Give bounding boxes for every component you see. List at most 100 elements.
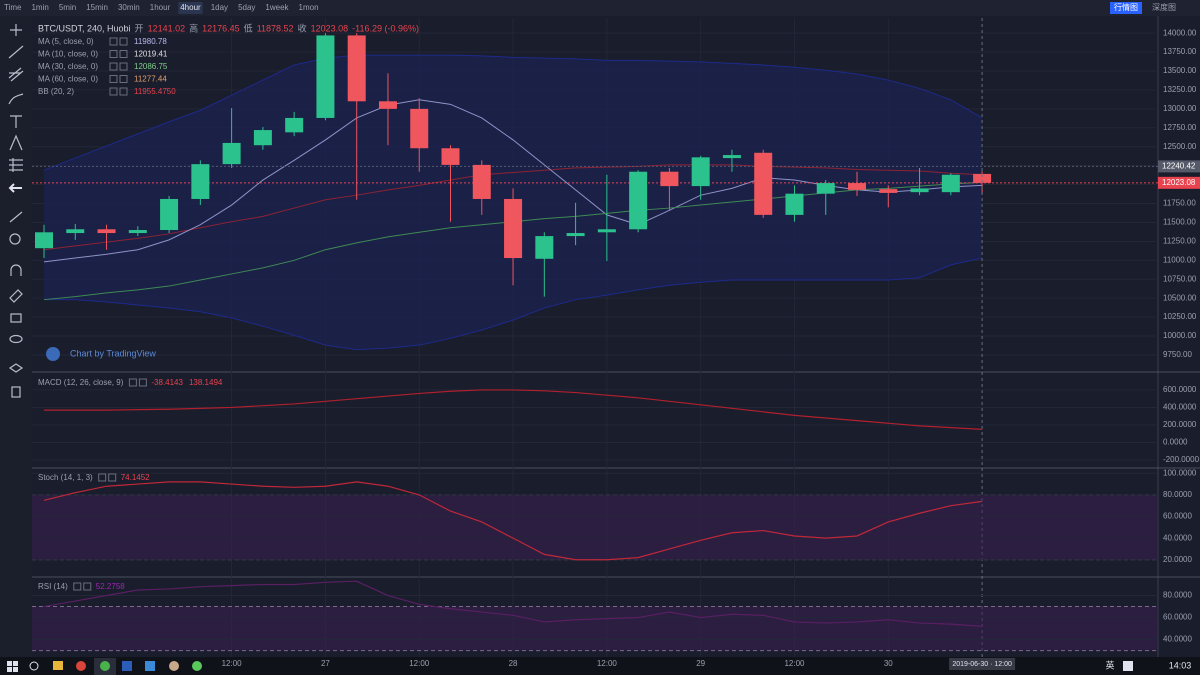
legend-label[interactable]: BB (20, 2) xyxy=(38,87,74,96)
timeframe-button[interactable]: 1hour xyxy=(150,3,171,12)
back-tool[interactable] xyxy=(8,183,22,193)
candle-body xyxy=(347,35,366,102)
pane-title[interactable]: MACD (12, 26, close, 9) xyxy=(38,378,124,387)
legend-button[interactable] xyxy=(109,50,118,58)
price-tick-label: 10250.00 xyxy=(1163,312,1197,321)
legend-label[interactable]: MA (5, close, 0) xyxy=(38,37,94,46)
line-tool[interactable] xyxy=(8,45,24,59)
brush-tool[interactable] xyxy=(8,93,24,105)
indicator-line xyxy=(44,389,983,430)
legend-value: 12086.75 xyxy=(134,62,168,71)
trash-tool[interactable] xyxy=(11,386,21,398)
price-tick-label: 11750.00 xyxy=(1163,199,1196,208)
timeframe-button[interactable]: 15min xyxy=(86,3,108,12)
magnet-tool[interactable] xyxy=(10,264,22,276)
explorer-icon[interactable] xyxy=(53,661,63,670)
word-icon[interactable] xyxy=(122,661,132,671)
timeframe-button[interactable]: 1week xyxy=(265,3,289,12)
legend-button[interactable] xyxy=(119,75,128,83)
timeframe-button[interactable]: 1mon xyxy=(299,3,319,12)
time-tick-label: 28 xyxy=(509,659,518,668)
text-tool[interactable] xyxy=(10,115,22,128)
candle-body xyxy=(441,148,460,165)
taskbar-icons[interactable] xyxy=(7,658,1133,675)
candle-body xyxy=(941,174,960,193)
candle-body xyxy=(597,229,616,233)
timeframe-button[interactable]: 30min xyxy=(118,3,140,12)
indicator-line xyxy=(44,257,983,351)
watermark-logo xyxy=(46,347,60,361)
pane-tick-label: 100.0000 xyxy=(1163,468,1197,477)
indicator-line xyxy=(43,54,983,171)
ruler-tool[interactable] xyxy=(9,211,23,223)
candle-body xyxy=(879,189,898,193)
legend-value: 12019.41 xyxy=(134,50,168,59)
zoom-tool[interactable] xyxy=(9,233,21,245)
legend-button[interactable] xyxy=(83,582,92,591)
ime-indicator[interactable]: 英 xyxy=(1105,659,1114,670)
candle-body xyxy=(504,198,523,259)
timeframe-button[interactable]: 5min xyxy=(59,3,76,12)
indicator-line xyxy=(43,580,983,627)
legend-label[interactable]: MA (30, close, 0) xyxy=(38,62,98,71)
timeframe-button[interactable]: 4hour xyxy=(180,3,201,12)
app-icon[interactable] xyxy=(1123,661,1133,671)
layers-tool[interactable] xyxy=(8,363,24,373)
pane-tick-label: 40.0000 xyxy=(1163,533,1192,542)
candle-body xyxy=(160,198,179,231)
legend-button[interactable] xyxy=(119,62,128,71)
legend-button[interactable] xyxy=(73,582,82,591)
view-tab[interactable]: 行情图 xyxy=(1114,2,1138,12)
legend-value: 11955.4750 xyxy=(134,87,176,96)
legend-button[interactable] xyxy=(128,378,137,387)
legend-button[interactable] xyxy=(119,37,128,46)
pane-tick-label: 400.0000 xyxy=(1163,403,1197,412)
legend-button[interactable] xyxy=(119,50,128,58)
pane-title[interactable]: RSI (14) xyxy=(38,582,68,591)
crosshair-tool[interactable] xyxy=(10,24,22,36)
pane-legend-value: 138.1494 xyxy=(189,378,223,387)
toolbar-label: Time xyxy=(4,3,22,12)
app-icon[interactable] xyxy=(100,661,110,671)
timeframe-button[interactable]: 1min xyxy=(31,3,48,12)
pattern-tool[interactable] xyxy=(9,134,23,151)
legend-button[interactable] xyxy=(109,62,118,71)
legend-button[interactable] xyxy=(108,473,117,482)
crosshair-label: 2019-06-30 · 12:00 xyxy=(952,661,1012,668)
legend-button[interactable] xyxy=(109,87,118,96)
app-icon[interactable] xyxy=(169,661,179,671)
legend-label[interactable]: MA (10, close, 0) xyxy=(38,50,98,59)
drawing-tools[interactable] xyxy=(8,24,24,398)
price-tag-label: 12023.08 xyxy=(1162,178,1196,187)
lock-tool[interactable] xyxy=(10,313,22,323)
time-tick-label: 12:00 xyxy=(597,659,618,668)
wechat-icon[interactable] xyxy=(192,661,202,671)
measure-tool[interactable] xyxy=(9,158,23,172)
active-timeframe xyxy=(178,2,203,14)
header-open: 12141.02 xyxy=(148,23,186,33)
candle-body xyxy=(222,142,241,165)
search-button[interactable] xyxy=(29,661,39,671)
legend-value: 11980.78 xyxy=(134,37,167,46)
legend-button[interactable] xyxy=(119,87,128,96)
pane-title[interactable]: Stoch (14, 1, 3) xyxy=(38,473,93,482)
chrome-icon[interactable] xyxy=(76,661,86,671)
timeframe-button[interactable]: 1day xyxy=(211,3,228,12)
app-icon[interactable] xyxy=(145,661,155,671)
candle-body xyxy=(566,233,585,237)
legend-button[interactable] xyxy=(138,378,147,387)
legend-button[interactable] xyxy=(98,473,107,482)
legend-button[interactable] xyxy=(109,75,118,83)
candle-body xyxy=(754,152,773,215)
pane-tick-label: 40.0000 xyxy=(1163,635,1192,644)
timeframe-button[interactable]: 5day xyxy=(238,3,255,12)
view-tab[interactable]: 深度图 xyxy=(1152,2,1176,12)
start-button[interactable] xyxy=(7,661,18,672)
stay-drawing-tool[interactable] xyxy=(9,289,23,303)
candle-body xyxy=(816,183,835,194)
fib-tool[interactable] xyxy=(8,67,24,82)
legend-button[interactable] xyxy=(109,37,118,46)
legend-label[interactable]: MA (60, close, 0) xyxy=(38,75,98,84)
hide-tool[interactable] xyxy=(9,334,23,344)
pane-tick-label: 200.0000 xyxy=(1163,420,1197,429)
